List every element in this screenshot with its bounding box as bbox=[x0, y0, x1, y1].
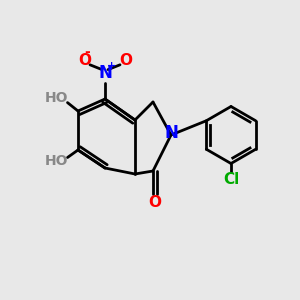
Text: O: O bbox=[78, 53, 91, 68]
Text: N: N bbox=[164, 124, 178, 142]
Text: +: + bbox=[107, 61, 116, 71]
Text: O: O bbox=[119, 53, 132, 68]
Text: N: N bbox=[98, 64, 112, 82]
Text: HO: HO bbox=[45, 92, 68, 105]
Text: HO: HO bbox=[45, 154, 68, 168]
Text: Cl: Cl bbox=[223, 172, 239, 188]
Text: O: O bbox=[148, 195, 161, 210]
Text: -: - bbox=[85, 45, 91, 59]
